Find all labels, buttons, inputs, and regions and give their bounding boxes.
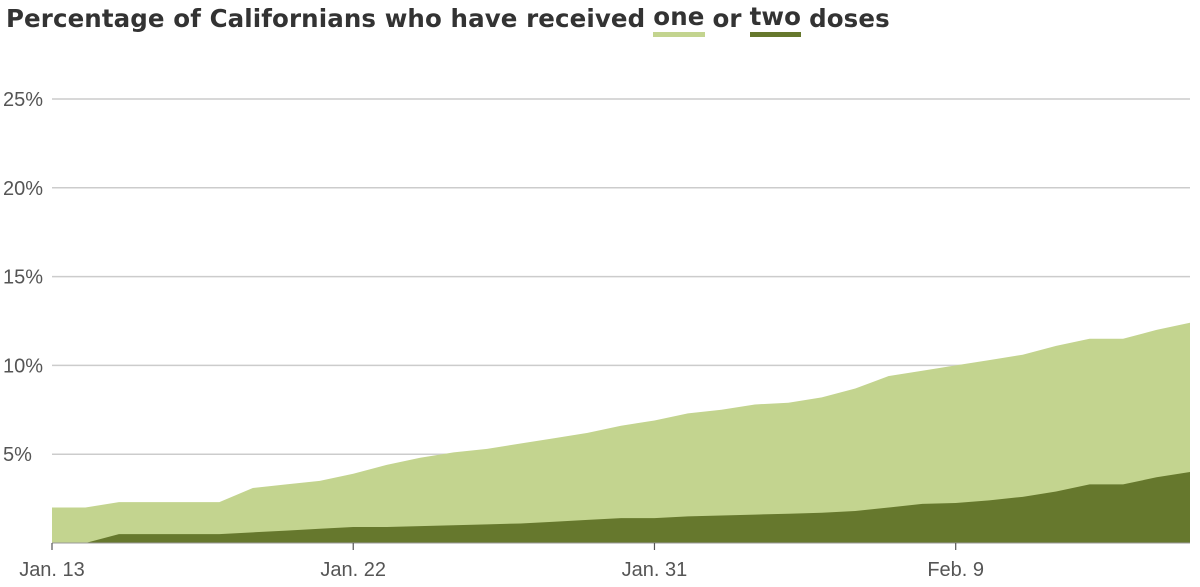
y-axis-labels: 5% 10% 15% 20% 25% [3, 89, 43, 466]
title-one-dose-key: one [653, 2, 705, 37]
area-one-dose [52, 322, 1190, 543]
title-prefix: Percentage of Californians who have rece… [6, 4, 646, 33]
x-tick-label-1: Jan. 22 [320, 559, 386, 581]
x-tick-label-3: Feb. 9 [927, 559, 984, 581]
y-tick-label-25: 25% [3, 89, 43, 111]
y-tick-label-15: 15% [3, 267, 43, 289]
x-tick-label-2: Jan. 31 [622, 559, 688, 581]
title-middle: or [712, 4, 742, 33]
y-tick-label-10: 10% [3, 355, 43, 377]
title-suffix: doses [809, 4, 890, 33]
area-two-dose [52, 471, 1190, 543]
area-series [52, 322, 1190, 543]
title-two-doses-key: two [749, 2, 802, 37]
x-tick-label-0: Jan. 13 [19, 559, 85, 581]
chart-title: Percentage of Californians who have rece… [6, 2, 890, 42]
x-axis: Jan. 13 Jan. 22 Jan. 31 Feb. 9 [19, 542, 1190, 581]
y-tick-label-5: 5% [3, 444, 32, 466]
y-tick-label-20: 20% [3, 178, 43, 200]
